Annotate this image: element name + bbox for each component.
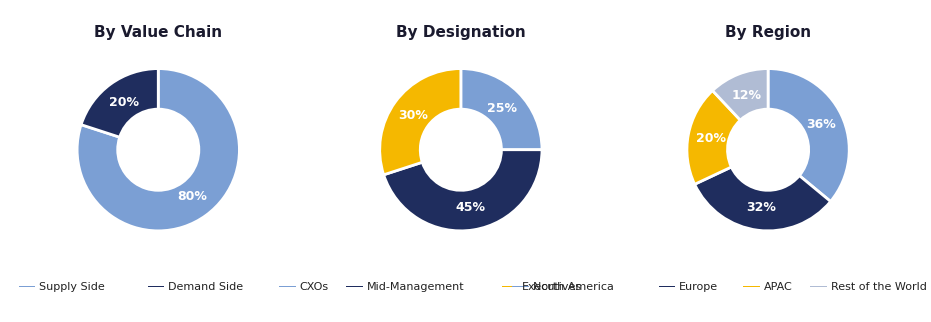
Bar — [19, 286, 35, 287]
Text: 30%: 30% — [398, 109, 428, 122]
Wedge shape — [695, 167, 830, 231]
Wedge shape — [687, 90, 740, 184]
Text: By Designation: By Designation — [396, 25, 526, 40]
Bar — [659, 286, 676, 287]
Wedge shape — [384, 150, 542, 231]
Text: 32%: 32% — [746, 201, 776, 214]
Text: CXOs: CXOs — [300, 281, 329, 292]
Text: 12%: 12% — [732, 89, 762, 102]
Text: APAC: APAC — [763, 281, 792, 292]
Text: Rest of the World: Rest of the World — [830, 281, 926, 292]
Bar — [279, 286, 296, 287]
Text: Demand Side: Demand Side — [168, 281, 243, 292]
Text: 20%: 20% — [109, 96, 139, 109]
Text: Mid-Management: Mid-Management — [367, 281, 465, 292]
Bar — [346, 286, 363, 287]
Text: 80%: 80% — [178, 191, 208, 204]
Wedge shape — [380, 69, 461, 175]
Text: Primary Sources: Primary Sources — [383, 10, 548, 28]
Text: Executives: Executives — [522, 281, 583, 292]
Bar — [147, 286, 164, 287]
Wedge shape — [81, 69, 158, 137]
Text: North America: North America — [533, 281, 614, 292]
Text: Supply Side: Supply Side — [39, 281, 105, 292]
Text: 36%: 36% — [806, 118, 836, 131]
Bar — [512, 286, 529, 287]
Text: 20%: 20% — [695, 132, 725, 145]
Wedge shape — [712, 69, 768, 120]
Text: 45%: 45% — [455, 201, 485, 214]
Wedge shape — [768, 69, 849, 202]
Text: 25%: 25% — [487, 102, 517, 115]
Wedge shape — [77, 69, 239, 231]
Text: By Region: By Region — [725, 25, 811, 40]
Text: Europe: Europe — [680, 281, 719, 292]
Bar — [743, 286, 760, 287]
Bar — [810, 286, 827, 287]
Text: By Value Chain: By Value Chain — [94, 25, 223, 40]
Wedge shape — [461, 69, 542, 150]
Bar — [502, 286, 519, 287]
